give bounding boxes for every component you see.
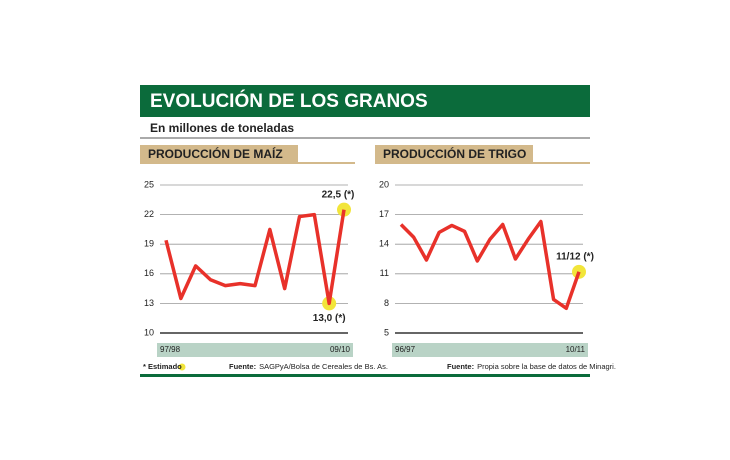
y-tick-label: 5 — [384, 327, 389, 337]
x-tick-label: 97/98 — [160, 345, 181, 354]
y-tick-label: 13 — [144, 298, 154, 308]
y-tick-label: 8 — [384, 298, 389, 308]
source: SAGPyA/Bolsa de Cereales de Bs. As. — [259, 362, 388, 371]
x-tick-label: 96/97 — [395, 345, 416, 354]
value-label: 13,0 (*) — [313, 313, 346, 324]
header-bar — [140, 85, 590, 117]
legend-note: * Estimado — [143, 362, 182, 371]
x-axis-band — [392, 343, 588, 357]
data-line — [399, 219, 581, 311]
subtitle: En millones de toneladas — [150, 121, 294, 135]
y-tick-label: 14 — [379, 239, 389, 249]
main-title: EVOLUCIÓN DE LOS GRANOS — [150, 90, 428, 112]
panel-title: PRODUCCIÓN DE TRIGO — [383, 146, 526, 161]
x-axis-band — [157, 343, 353, 357]
value-label: 22,5 (*) — [322, 189, 355, 200]
source: Propia sobre la base de datos de Minagri… — [477, 362, 616, 371]
x-tick-label: 09/10 — [330, 345, 351, 354]
panel-title: PRODUCCIÓN DE MAÍZ — [148, 146, 283, 161]
y-tick-label: 11 — [380, 268, 389, 278]
y-tick-label: 20 — [379, 179, 389, 189]
footer-bar — [140, 374, 590, 377]
y-tick-label: 16 — [144, 268, 154, 278]
x-tick-label: 10/11 — [566, 345, 586, 354]
panel-heading-bg — [140, 145, 298, 164]
y-tick-label: 25 — [144, 179, 154, 189]
data-line — [164, 209, 346, 306]
source-label: Fuente: — [229, 362, 256, 371]
source-label: Fuente: — [447, 362, 474, 371]
y-tick-label: 22 — [144, 209, 154, 219]
y-tick-label: 17 — [379, 209, 389, 219]
y-tick-label: 10 — [144, 327, 154, 337]
y-tick-label: 19 — [144, 239, 154, 249]
annotation: 11/12 (*) — [556, 251, 594, 262]
panel-heading-bg — [375, 145, 533, 164]
legend-dot — [178, 363, 186, 371]
